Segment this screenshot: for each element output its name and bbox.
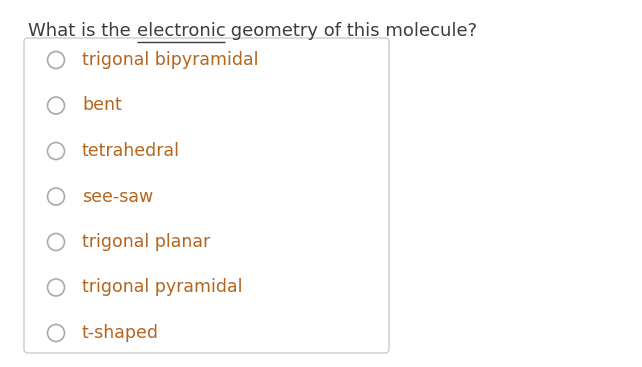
Text: electronic: electronic xyxy=(137,22,225,40)
Text: see-saw: see-saw xyxy=(82,188,153,206)
Text: trigonal planar: trigonal planar xyxy=(82,233,210,251)
Text: t-shaped: t-shaped xyxy=(82,324,159,342)
Text: trigonal bipyramidal: trigonal bipyramidal xyxy=(82,51,259,69)
Text: bent: bent xyxy=(82,97,122,115)
Text: tetrahedral: tetrahedral xyxy=(82,142,180,160)
Text: geometry of this molecule?: geometry of this molecule? xyxy=(225,22,478,40)
Text: What is the: What is the xyxy=(28,22,137,40)
Text: trigonal pyramidal: trigonal pyramidal xyxy=(82,279,243,297)
FancyBboxPatch shape xyxy=(24,38,389,353)
